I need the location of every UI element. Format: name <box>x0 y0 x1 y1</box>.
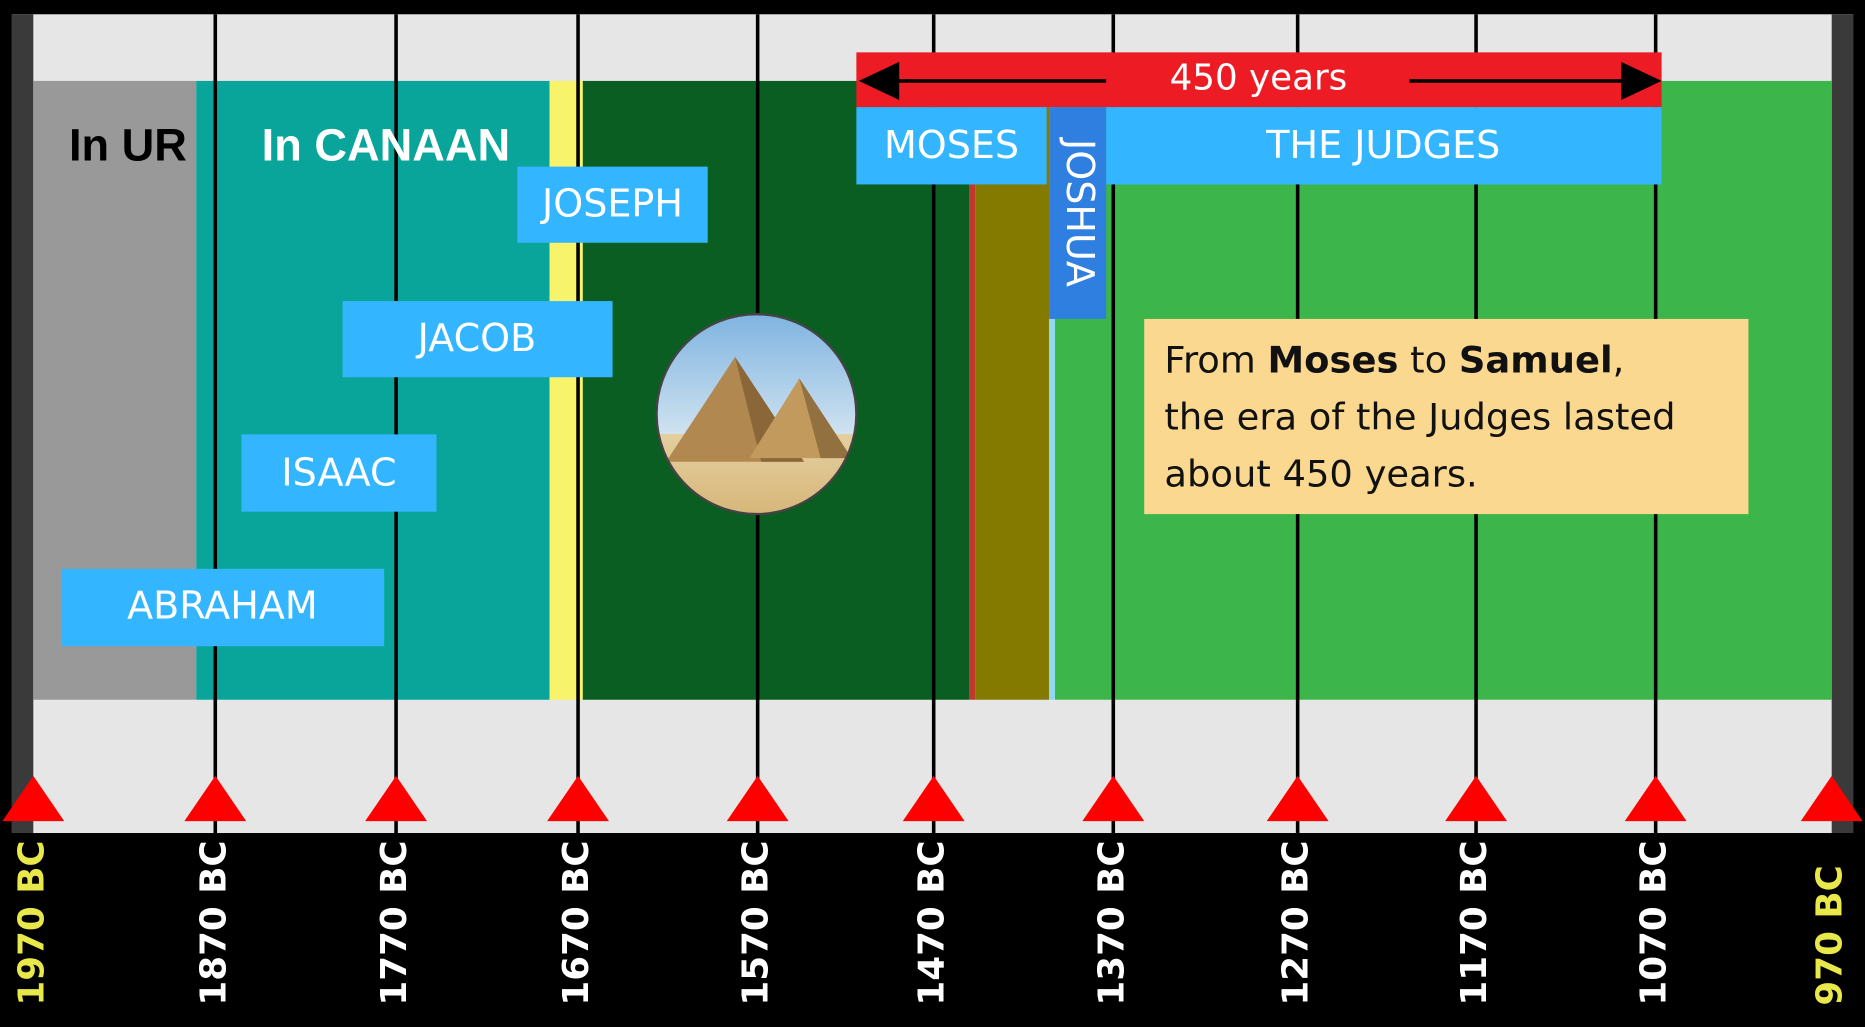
person-label: MOSES <box>884 123 1019 167</box>
person-label: ISAAC <box>281 450 396 494</box>
axis-label: 970 BC <box>1810 865 1851 1005</box>
person-label: ABRAHAM <box>127 584 318 628</box>
person-label: JOSEPH <box>540 181 683 225</box>
axis-label: 1870 BC <box>193 840 234 1005</box>
note-line: the era of the Judges lasted <box>1164 396 1675 439</box>
axis-label: 1170 BC <box>1454 840 1495 1005</box>
axis-label: 1770 BC <box>374 840 415 1005</box>
note-text: Samuel <box>1459 338 1613 381</box>
person-label: THE JUDGES <box>1265 123 1500 167</box>
region-label: In UR <box>69 120 187 171</box>
note-text: to <box>1398 338 1458 381</box>
region-label: In CANAAN <box>262 120 510 171</box>
axis-label: 1070 BC <box>1634 840 1675 1005</box>
axis-label: 1370 BC <box>1091 840 1132 1005</box>
note-line: about 450 years. <box>1164 453 1477 496</box>
person-label: JOSHUA <box>1058 137 1102 287</box>
note-text: , <box>1613 338 1625 381</box>
note-line: From Moses to Samuel, <box>1164 338 1624 381</box>
span-label: 450 years <box>1170 58 1348 99</box>
timeline: In UR In CANAAN 450 years MOSES THE JUDG… <box>0 0 1865 1027</box>
note-text: Moses <box>1268 338 1399 381</box>
edge <box>1832 14 1853 835</box>
axis-label: 1270 BC <box>1276 840 1317 1005</box>
axis-label: 1670 BC <box>556 840 597 1005</box>
axis-label: 1970 BC <box>11 840 52 1005</box>
axis-label: 1570 BC <box>736 840 777 1005</box>
person-label: JACOB <box>416 316 537 360</box>
note-text: From <box>1164 338 1267 381</box>
axis-label: 1470 BC <box>912 840 953 1005</box>
edge <box>12 14 33 835</box>
